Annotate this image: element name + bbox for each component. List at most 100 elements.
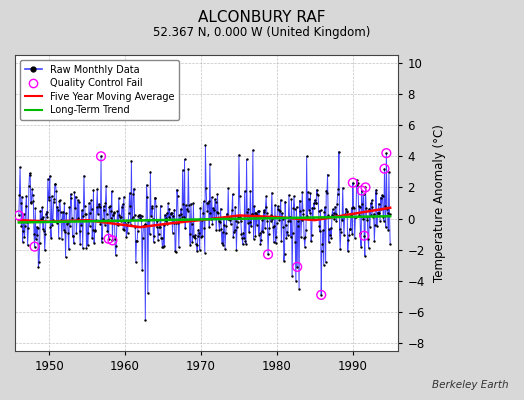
Point xyxy=(140,223,148,230)
Point xyxy=(248,211,256,217)
Point xyxy=(117,214,125,220)
Point xyxy=(380,218,388,224)
Point xyxy=(376,194,385,201)
Point xyxy=(97,153,105,160)
Point xyxy=(299,210,308,217)
Point xyxy=(189,200,198,206)
Point xyxy=(149,238,158,245)
Point xyxy=(238,241,247,248)
Point xyxy=(323,171,332,178)
Point xyxy=(336,228,345,235)
Point xyxy=(243,209,252,215)
Point xyxy=(254,208,262,214)
Point xyxy=(221,246,229,252)
Point xyxy=(201,249,209,256)
Point xyxy=(286,214,294,220)
Point xyxy=(268,216,277,223)
Point xyxy=(259,228,267,235)
Point xyxy=(83,242,92,248)
Point xyxy=(77,222,85,228)
Point xyxy=(256,241,265,247)
Point xyxy=(281,198,289,205)
Point xyxy=(307,238,315,244)
Point xyxy=(266,218,275,224)
Point xyxy=(332,218,341,225)
Point xyxy=(138,267,146,273)
Point xyxy=(30,244,39,250)
Point xyxy=(370,238,378,244)
Point xyxy=(150,233,158,240)
Point xyxy=(52,188,60,194)
Point xyxy=(97,153,105,160)
Point xyxy=(308,232,316,238)
Point xyxy=(192,242,201,248)
Point xyxy=(18,239,27,245)
Point xyxy=(24,225,32,231)
Point xyxy=(68,214,76,221)
Point xyxy=(135,212,143,218)
Point xyxy=(104,236,113,242)
Point xyxy=(149,216,157,222)
Point xyxy=(336,246,344,253)
Point xyxy=(324,238,333,245)
Point xyxy=(374,210,383,216)
Point xyxy=(199,198,208,204)
Point xyxy=(62,210,70,216)
Point xyxy=(89,226,97,233)
Point xyxy=(114,222,122,228)
Point xyxy=(311,200,320,206)
Point xyxy=(326,224,335,231)
Point xyxy=(353,182,362,188)
Point xyxy=(280,258,288,264)
Point xyxy=(124,218,133,225)
Point xyxy=(37,216,45,222)
Point xyxy=(105,204,114,210)
Point xyxy=(269,224,277,230)
Point xyxy=(42,211,50,217)
Point xyxy=(52,220,61,226)
Point xyxy=(325,226,334,232)
Point xyxy=(303,213,311,220)
Point xyxy=(305,196,313,202)
Point xyxy=(143,182,151,188)
Point xyxy=(188,238,196,245)
Point xyxy=(338,217,346,223)
Point xyxy=(154,236,162,243)
Point xyxy=(346,226,355,232)
Point xyxy=(202,184,210,191)
Point xyxy=(41,231,50,238)
Point xyxy=(150,194,159,201)
Point xyxy=(166,216,174,222)
Point xyxy=(137,212,146,219)
Point xyxy=(85,222,94,229)
Point xyxy=(184,166,192,172)
Point xyxy=(315,222,323,229)
Point xyxy=(232,218,240,224)
Point xyxy=(25,170,34,176)
Point xyxy=(361,184,369,191)
Point xyxy=(339,213,347,219)
Point xyxy=(198,233,206,240)
Point xyxy=(333,191,342,197)
Point xyxy=(128,216,136,222)
Point xyxy=(363,213,371,220)
Point xyxy=(127,158,136,164)
Point xyxy=(345,232,353,238)
Point xyxy=(249,147,257,153)
Point xyxy=(113,208,122,214)
Point xyxy=(344,248,352,254)
Point xyxy=(152,203,160,210)
Point xyxy=(143,194,151,200)
Point xyxy=(321,204,329,210)
Point xyxy=(384,227,392,233)
Point xyxy=(249,236,258,242)
Point xyxy=(369,214,377,220)
Point xyxy=(345,226,354,232)
Point xyxy=(259,207,268,214)
Point xyxy=(342,208,351,214)
Point xyxy=(86,209,94,216)
Point xyxy=(334,186,343,193)
Point xyxy=(156,202,165,209)
Point xyxy=(176,216,184,222)
Point xyxy=(80,203,89,209)
